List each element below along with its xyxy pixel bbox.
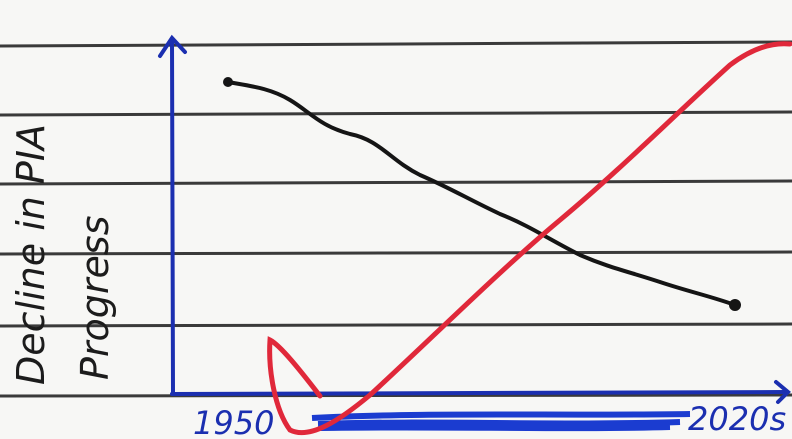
ruled-line [0,393,792,398]
ruled-line [0,179,792,186]
y-axis [170,38,175,396]
decline-line [226,80,737,307]
y-arrow [158,34,187,58]
y-label-line2: Progress [73,215,117,380]
line-start [223,77,233,87]
x-end-label: 2020s [688,400,786,438]
red-curve [267,41,792,436]
x-axis [170,390,787,396]
ruled-line [0,40,792,48]
line-end [729,299,741,311]
x-start-label: 1950 [193,404,274,439]
ruled-line [0,110,792,117]
x-arrow [774,380,791,404]
ruled-line [0,250,792,256]
scribble [311,411,691,432]
y-label-line1: Decline in PIA [9,124,53,385]
ruled-line [0,322,792,328]
ruled-lines [0,40,792,398]
